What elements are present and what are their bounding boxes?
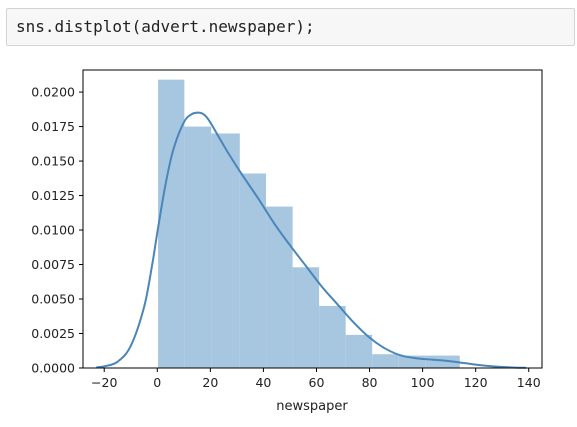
output-area: 0.0000 0.0025 0.0050 0.0075 0.0100 0.0125 0.01… <box>0 52 577 422</box>
histogram-bar <box>184 126 212 368</box>
x-tick-label: −20 <box>91 375 117 390</box>
y-tick-label: 0.0050 <box>31 292 75 307</box>
kde-line <box>96 111 527 369</box>
x-tick-label: 80 <box>362 375 378 390</box>
x-tick-label: 20 <box>202 375 218 390</box>
histogram-bar <box>345 334 373 368</box>
y-tick-label: 0.0025 <box>31 326 75 341</box>
x-tick-label: 140 <box>517 375 541 390</box>
y-tick-label: 0.0125 <box>31 188 75 203</box>
histogram-bar <box>292 267 320 368</box>
histogram-bars <box>158 79 460 368</box>
histogram-bar <box>425 355 460 368</box>
y-tick-label: 0.0000 <box>31 361 75 376</box>
histogram-bar <box>211 133 240 368</box>
x-tick-label: 60 <box>309 375 325 390</box>
x-tick-label: 120 <box>464 375 488 390</box>
x-tick-label: 100 <box>411 375 435 390</box>
plot-frame <box>82 69 543 369</box>
y-tick-label: 0.0100 <box>31 223 75 238</box>
x-tick-label: 40 <box>255 375 271 390</box>
x-axis-label: newspaper <box>276 399 348 414</box>
histogram-bar <box>319 305 346 368</box>
histogram-bar <box>158 79 185 368</box>
histogram-bar <box>239 173 267 368</box>
code-text[interactable]: sns.distplot(advert.newspaper); <box>16 17 315 36</box>
y-tick-label: 0.0200 <box>31 85 75 100</box>
histogram-bar <box>372 354 399 368</box>
x-axis: −20 0 20 40 60 80 100 120 140 <box>91 368 541 390</box>
x-tick-label: 0 <box>153 375 161 390</box>
distplot-chart: 0.0000 0.0025 0.0050 0.0075 0.0100 0.0125 0.01… <box>31 69 543 414</box>
y-tick-label: 0.0150 <box>31 154 75 169</box>
y-tick-label: 0.0075 <box>31 257 75 272</box>
histogram-bar <box>266 206 293 368</box>
y-axis: 0.0000 0.0025 0.0050 0.0075 0.0100 0.0125 0.01… <box>31 85 83 376</box>
y-tick-label: 0.0175 <box>31 119 75 134</box>
code-cell[interactable]: sns.distplot(advert.newspaper); <box>6 8 575 46</box>
